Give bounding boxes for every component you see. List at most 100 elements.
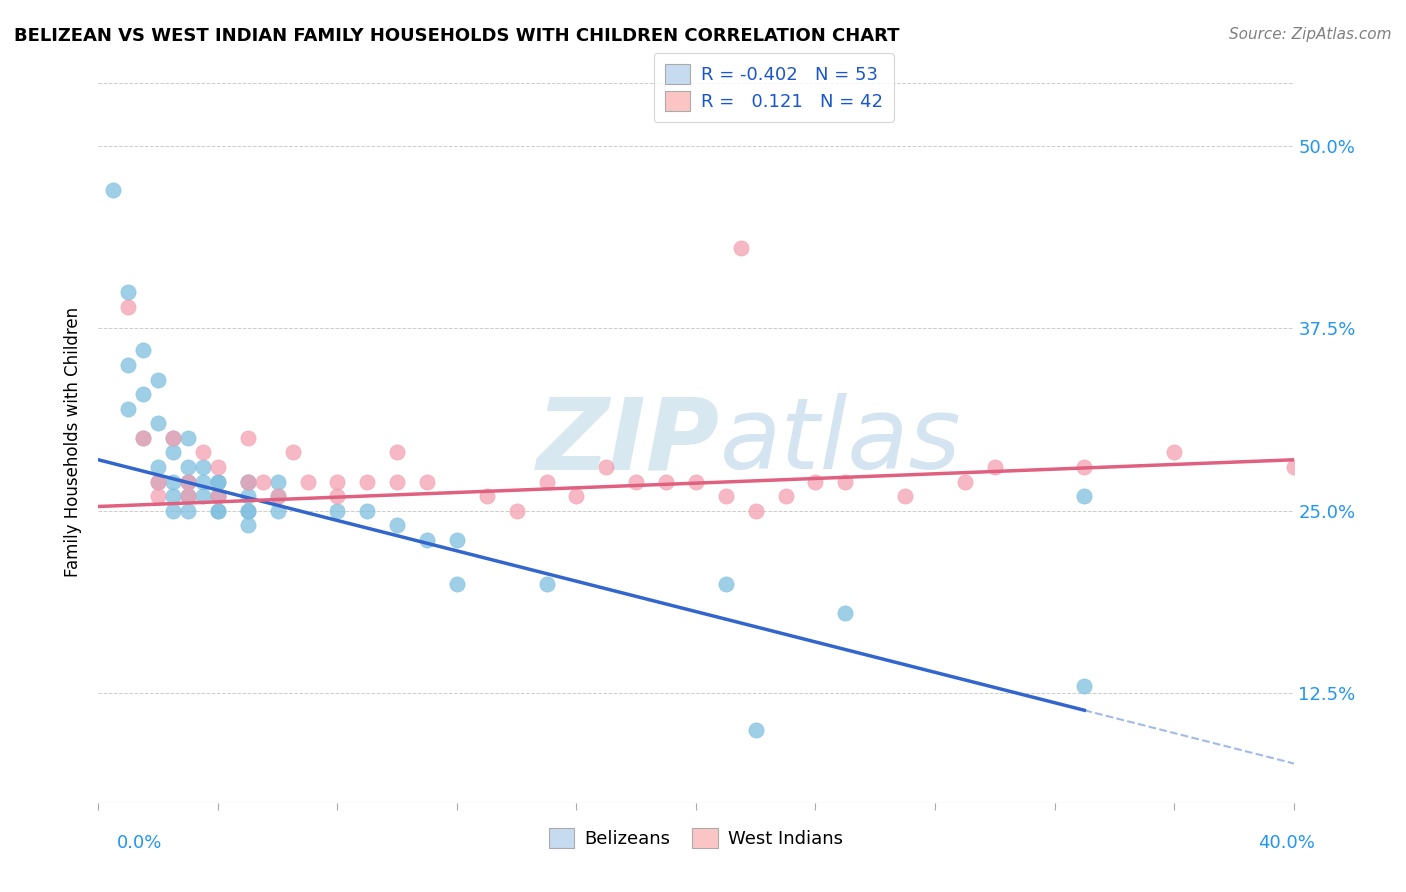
Point	[177, 431, 200, 445]
Point	[132, 387, 155, 401]
Text: 0.0%: 0.0%	[117, 834, 162, 852]
Point	[326, 489, 349, 503]
Point	[1163, 445, 1185, 459]
Point	[117, 401, 139, 416]
Point	[356, 475, 378, 489]
Point	[177, 460, 200, 475]
Point	[252, 475, 274, 489]
Point	[132, 431, 155, 445]
Point	[236, 431, 259, 445]
Point	[894, 489, 917, 503]
Point	[162, 445, 184, 459]
Point	[191, 475, 214, 489]
Point	[162, 431, 184, 445]
Point	[745, 504, 768, 518]
Point	[536, 475, 558, 489]
Text: Source: ZipAtlas.com: Source: ZipAtlas.com	[1229, 27, 1392, 42]
Point	[162, 489, 184, 503]
Point	[191, 489, 214, 503]
Point	[385, 475, 409, 489]
Point	[385, 518, 409, 533]
Point	[297, 475, 319, 489]
Point	[446, 577, 468, 591]
Point	[177, 489, 200, 503]
Point	[117, 285, 139, 299]
Point	[506, 504, 529, 518]
Point	[207, 460, 229, 475]
Point	[385, 445, 409, 459]
Text: atlas: atlas	[720, 393, 962, 490]
Point	[714, 577, 737, 591]
Point	[207, 489, 229, 503]
Point	[191, 460, 214, 475]
Point	[834, 475, 856, 489]
Point	[446, 533, 468, 547]
Point	[207, 475, 229, 489]
Point	[834, 606, 856, 620]
Point	[148, 475, 170, 489]
Point	[745, 723, 768, 737]
Point	[236, 504, 259, 518]
Point	[117, 300, 139, 314]
Point	[207, 489, 229, 503]
Point	[177, 475, 200, 489]
Point	[177, 489, 200, 503]
Point	[1073, 679, 1095, 693]
Point	[1073, 460, 1095, 475]
Point	[148, 372, 170, 386]
Point	[1282, 460, 1305, 475]
Point	[416, 533, 439, 547]
Point	[148, 460, 170, 475]
Point	[177, 504, 200, 518]
Point	[148, 475, 170, 489]
Point	[475, 489, 498, 503]
Point	[162, 504, 184, 518]
Point	[207, 504, 229, 518]
Point	[685, 475, 707, 489]
Point	[236, 504, 259, 518]
Point	[267, 489, 290, 503]
Point	[267, 504, 290, 518]
Point	[162, 431, 184, 445]
Text: 40.0%: 40.0%	[1258, 834, 1315, 852]
Point	[177, 475, 200, 489]
Text: ZIP: ZIP	[537, 393, 720, 490]
Point	[714, 489, 737, 503]
Text: BELIZEAN VS WEST INDIAN FAMILY HOUSEHOLDS WITH CHILDREN CORRELATION CHART: BELIZEAN VS WEST INDIAN FAMILY HOUSEHOLD…	[14, 27, 900, 45]
Point	[267, 489, 290, 503]
Point	[536, 577, 558, 591]
Point	[236, 475, 259, 489]
Point	[103, 183, 125, 197]
Point	[655, 475, 678, 489]
Legend: Belizeans, West Indians: Belizeans, West Indians	[537, 817, 855, 859]
Point	[565, 489, 588, 503]
Point	[281, 445, 304, 459]
Point	[236, 475, 259, 489]
Point	[595, 460, 617, 475]
Point	[326, 475, 349, 489]
Point	[191, 445, 214, 459]
Point	[326, 504, 349, 518]
Point	[775, 489, 797, 503]
Point	[148, 489, 170, 503]
Point	[132, 343, 155, 358]
Point	[177, 475, 200, 489]
Point	[416, 475, 439, 489]
Point	[207, 489, 229, 503]
Point	[162, 475, 184, 489]
Point	[356, 504, 378, 518]
Point	[207, 475, 229, 489]
Point	[953, 475, 976, 489]
Point	[267, 475, 290, 489]
Point	[1073, 489, 1095, 503]
Point	[117, 358, 139, 372]
Point	[984, 460, 1007, 475]
Point	[730, 241, 752, 255]
Point	[207, 504, 229, 518]
Point	[804, 475, 827, 489]
Point	[236, 489, 259, 503]
Point	[236, 475, 259, 489]
Point	[626, 475, 648, 489]
Y-axis label: Family Households with Children: Family Households with Children	[65, 307, 83, 576]
Point	[148, 417, 170, 431]
